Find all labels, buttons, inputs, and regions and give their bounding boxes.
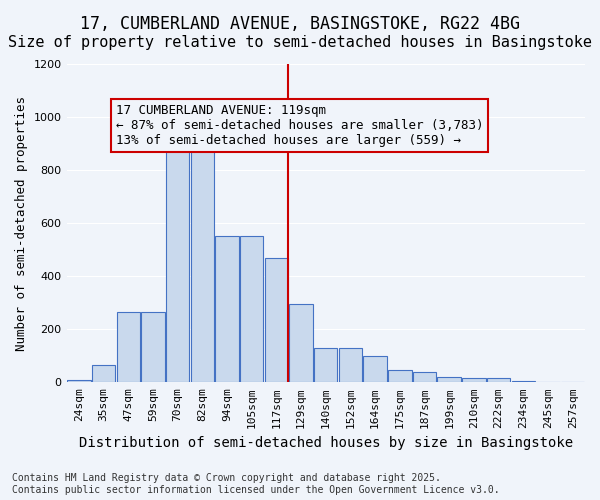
- Bar: [487, 378, 511, 382]
- Y-axis label: Number of semi-detached properties: Number of semi-detached properties: [15, 96, 28, 350]
- Bar: [364, 356, 387, 382]
- Bar: [437, 377, 461, 382]
- Bar: [67, 380, 91, 382]
- Bar: [215, 236, 239, 382]
- Bar: [289, 304, 313, 382]
- X-axis label: Distribution of semi-detached houses by size in Basingstoke: Distribution of semi-detached houses by …: [79, 436, 573, 450]
- Bar: [141, 312, 164, 382]
- Bar: [339, 348, 362, 382]
- Bar: [240, 236, 263, 382]
- Bar: [191, 136, 214, 382]
- Bar: [265, 258, 288, 382]
- Text: Size of property relative to semi-detached houses in Basingstoke: Size of property relative to semi-detach…: [8, 35, 592, 50]
- Bar: [116, 312, 140, 382]
- Bar: [462, 378, 485, 382]
- Text: 17 CUMBERLAND AVENUE: 119sqm
← 87% of semi-detached houses are smaller (3,783)
1: 17 CUMBERLAND AVENUE: 119sqm ← 87% of se…: [116, 104, 484, 147]
- Bar: [314, 348, 337, 382]
- Text: 17, CUMBERLAND AVENUE, BASINGSTOKE, RG22 4BG: 17, CUMBERLAND AVENUE, BASINGSTOKE, RG22…: [80, 15, 520, 33]
- Bar: [92, 365, 115, 382]
- Bar: [166, 149, 190, 382]
- Bar: [512, 381, 535, 382]
- Text: Contains HM Land Registry data © Crown copyright and database right 2025.
Contai: Contains HM Land Registry data © Crown c…: [12, 474, 500, 495]
- Bar: [388, 370, 412, 382]
- Bar: [413, 372, 436, 382]
